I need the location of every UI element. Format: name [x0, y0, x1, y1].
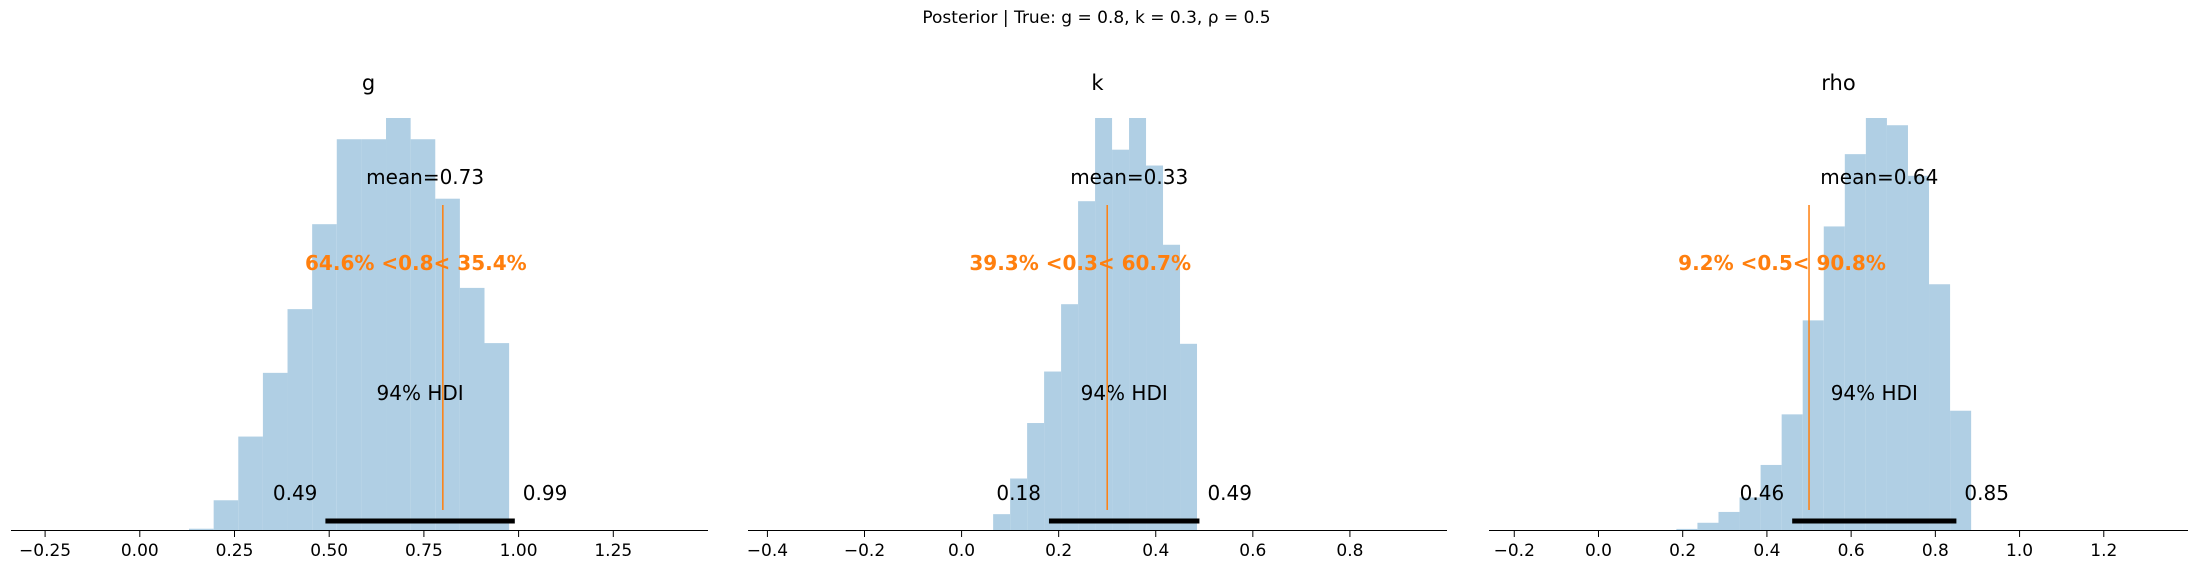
histogram-bar	[1129, 118, 1147, 530]
panel-title: g	[362, 71, 375, 95]
panel-rho: −0.2 0.0 0.2 0.4 0.6 0.8 1.0 1.2 0.46 0.85 94% HDI…	[1489, 71, 2188, 561]
reference-label: 39.3% <0.3< 60.7%	[969, 251, 1191, 275]
histogram-bar	[386, 118, 411, 530]
x-tick-label: −0.2	[1494, 541, 1535, 561]
x-tick-label: 0.4	[1142, 541, 1169, 561]
histogram-bar	[1802, 320, 1824, 530]
hdi-label: 94% HDI	[377, 381, 464, 405]
histogram-bar	[1929, 284, 1951, 530]
x-tick-label: 0.00	[121, 541, 159, 561]
histogram-bar	[1907, 175, 1930, 530]
histogram-bar	[312, 224, 337, 531]
reference-label: 64.6% <0.8< 35.4%	[305, 251, 527, 275]
panel-title: k	[1091, 71, 1104, 95]
histogram-bar	[1163, 244, 1181, 530]
histogram-bar	[262, 372, 288, 530]
histogram-bar	[1886, 125, 1908, 530]
hdi-low-label: 0.18	[996, 481, 1041, 505]
histogram-bar	[459, 287, 485, 530]
reference-label: 9.2% <0.5< 90.8%	[1678, 251, 1886, 275]
mean-label: mean=0.33	[1070, 165, 1188, 189]
histogram-bar	[189, 528, 214, 530]
x-tick-label: 0.25	[216, 541, 254, 561]
x-tick-label: 1.2	[2090, 541, 2117, 561]
histogram-bar	[1112, 149, 1130, 530]
mean-label: mean=0.64	[1820, 165, 1938, 189]
histogram-bar	[1146, 165, 1164, 531]
x-tick-label: 0.50	[310, 541, 348, 561]
histogram-bar	[1697, 522, 1719, 530]
histogram-bar	[1718, 511, 1740, 530]
histogram-bar	[1044, 371, 1062, 530]
histogram-bar	[1739, 497, 1761, 530]
x-tick-label: 0.6	[1239, 541, 1266, 561]
histogram-bar	[1823, 226, 1845, 530]
suptitle-text: Posterior | True: g = 0.8, k = 0.3, ρ = …	[922, 8, 1271, 28]
x-tick-label: 0.0	[948, 541, 975, 561]
histogram-bar	[213, 500, 239, 530]
x-tick-label: 0.2	[1669, 541, 1696, 561]
mean-label: mean=0.73	[366, 165, 484, 189]
histogram-bar	[336, 139, 362, 530]
histogram-bar	[1865, 118, 1887, 530]
histogram-bar	[1061, 304, 1079, 530]
hdi-low-label: 0.46	[1740, 481, 1785, 505]
histogram-bar	[1027, 423, 1045, 530]
figure-suptitle: Posterior | True: g = 0.8, k = 0.3, ρ = …	[0, 8, 2193, 28]
x-tick-label: 0.2	[1045, 541, 1072, 561]
hdi-label: 94% HDI	[1081, 381, 1168, 405]
histogram-bar	[1180, 343, 1198, 530]
histogram-bar	[1010, 478, 1028, 530]
x-tick-label: 0.4	[1753, 541, 1780, 561]
x-tick-label: −0.25	[19, 541, 71, 561]
histogram-bar	[287, 309, 313, 530]
x-tick-label: 0.75	[405, 541, 443, 561]
x-tick-label: −0.4	[747, 541, 788, 561]
histogram-bar	[1781, 414, 1803, 530]
histogram-bar	[410, 139, 436, 530]
histogram-bar	[1078, 201, 1096, 530]
panel-g: −0.25 0.00 0.25 0.50 0.75 1.00 1.25 0.49 0.99 94%…	[11, 71, 708, 561]
x-tick-label: 0.0	[1585, 541, 1612, 561]
x-tick-label: 0.8	[1336, 541, 1363, 561]
x-tick-label: 1.25	[594, 541, 632, 561]
panel-title: rho	[1821, 71, 1855, 95]
hdi-high-label: 0.49	[1207, 481, 1252, 505]
histogram-bar	[1760, 464, 1782, 530]
histogram-bar	[1676, 528, 1698, 530]
x-tick-label: 1.00	[500, 541, 538, 561]
histogram-bar	[1844, 154, 1866, 530]
histogram-bar	[435, 198, 460, 530]
x-tick-label: −0.2	[844, 541, 885, 561]
hdi-low-label: 0.49	[273, 481, 318, 505]
histogram-bar	[484, 343, 510, 530]
histogram-bar	[361, 139, 387, 530]
histogram-bar	[1950, 410, 1972, 530]
x-tick-label: 0.8	[1922, 541, 1949, 561]
hdi-high-label: 0.85	[1964, 481, 2009, 505]
histogram-bar	[238, 436, 263, 530]
x-tick-label: 1.0	[2006, 541, 2033, 561]
histogram-bar	[993, 514, 1011, 530]
hdi-label: 94% HDI	[1831, 381, 1918, 405]
x-tick-label: 0.6	[1838, 541, 1865, 561]
hdi-high-label: 0.99	[523, 481, 568, 505]
panel-k: −0.4 −0.2 0.0 0.2 0.4 0.6 0.8 0.18 0.49 94% HDI 39…	[747, 71, 1447, 561]
